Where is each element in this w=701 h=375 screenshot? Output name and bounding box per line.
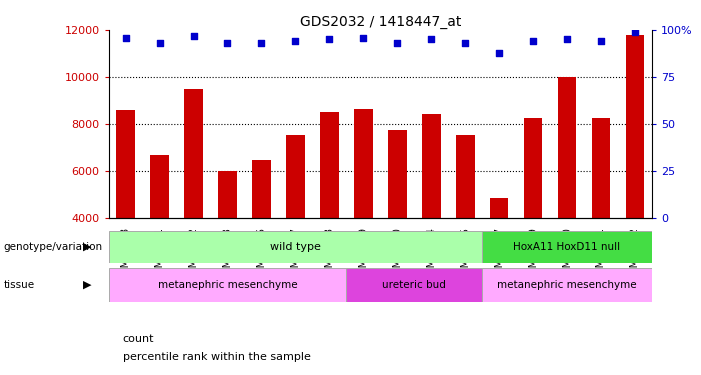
Text: wild type: wild type	[270, 242, 321, 252]
Text: ▶: ▶	[83, 242, 91, 252]
Bar	[482, 231, 652, 262]
Text: ureteric bud: ureteric bud	[382, 280, 446, 290]
Point	[256, 40, 267, 46]
Bar	[354, 108, 373, 217]
Text: metanephric mesenchyme: metanephric mesenchyme	[158, 280, 297, 290]
Bar	[150, 155, 169, 218]
Point	[324, 36, 335, 42]
Point	[222, 40, 233, 46]
Bar	[109, 231, 482, 262]
Point	[426, 36, 437, 42]
Point	[460, 40, 471, 46]
Bar	[388, 130, 407, 218]
Point	[358, 34, 369, 40]
Bar	[625, 35, 644, 218]
Point	[629, 29, 641, 35]
Bar	[116, 110, 135, 218]
Text: metanephric mesenchyme: metanephric mesenchyme	[497, 280, 637, 290]
Point	[527, 38, 538, 44]
Point	[562, 36, 573, 42]
Bar	[286, 135, 305, 218]
Point	[188, 33, 199, 39]
Bar	[109, 268, 346, 302]
Point	[494, 50, 505, 55]
Bar	[218, 171, 237, 217]
Point	[392, 40, 403, 46]
Bar	[252, 160, 271, 218]
Point	[154, 40, 165, 46]
Bar	[320, 112, 339, 218]
Text: percentile rank within the sample: percentile rank within the sample	[123, 352, 311, 362]
Title: GDS2032 / 1418447_at: GDS2032 / 1418447_at	[299, 15, 461, 29]
Bar	[490, 198, 508, 217]
Bar	[558, 77, 576, 218]
Bar	[592, 118, 611, 218]
Bar	[456, 135, 475, 218]
Text: genotype/variation: genotype/variation	[4, 242, 102, 252]
Bar	[482, 268, 652, 302]
Bar	[184, 88, 203, 218]
Text: ▶: ▶	[83, 280, 91, 290]
Bar	[422, 114, 440, 218]
Point	[290, 38, 301, 44]
Text: count: count	[123, 334, 154, 344]
Text: HoxA11 HoxD11 null: HoxA11 HoxD11 null	[513, 242, 620, 252]
Point	[595, 38, 606, 44]
Bar	[346, 268, 482, 302]
Text: tissue: tissue	[4, 280, 34, 290]
Point	[120, 34, 131, 40]
Bar	[524, 118, 543, 218]
